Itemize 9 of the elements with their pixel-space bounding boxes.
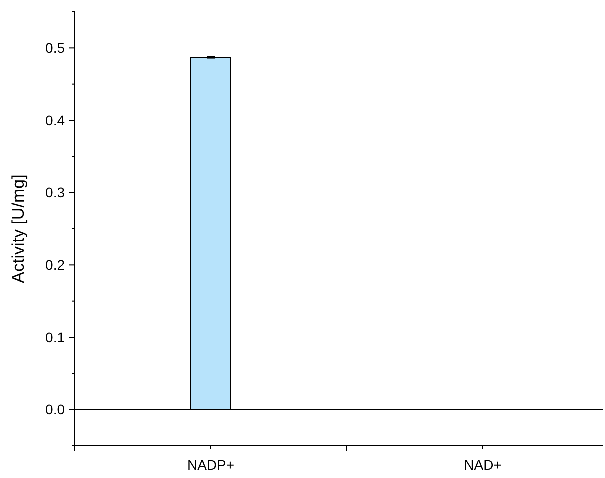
y-tick-label: 0.3 xyxy=(46,184,66,201)
y-axis-title: Activity [U/mg] xyxy=(9,174,28,284)
x-tick-label: NAD+ xyxy=(464,457,502,473)
y-tick-label: 0.2 xyxy=(46,257,66,274)
x-tick-label: NADP+ xyxy=(187,457,235,473)
y-tick-label: 0.4 xyxy=(46,112,66,128)
y-tick-label: 0.1 xyxy=(46,329,66,346)
y-tick-label: 0.5 xyxy=(46,40,66,56)
y-tick-label: 0.0 xyxy=(46,402,66,418)
